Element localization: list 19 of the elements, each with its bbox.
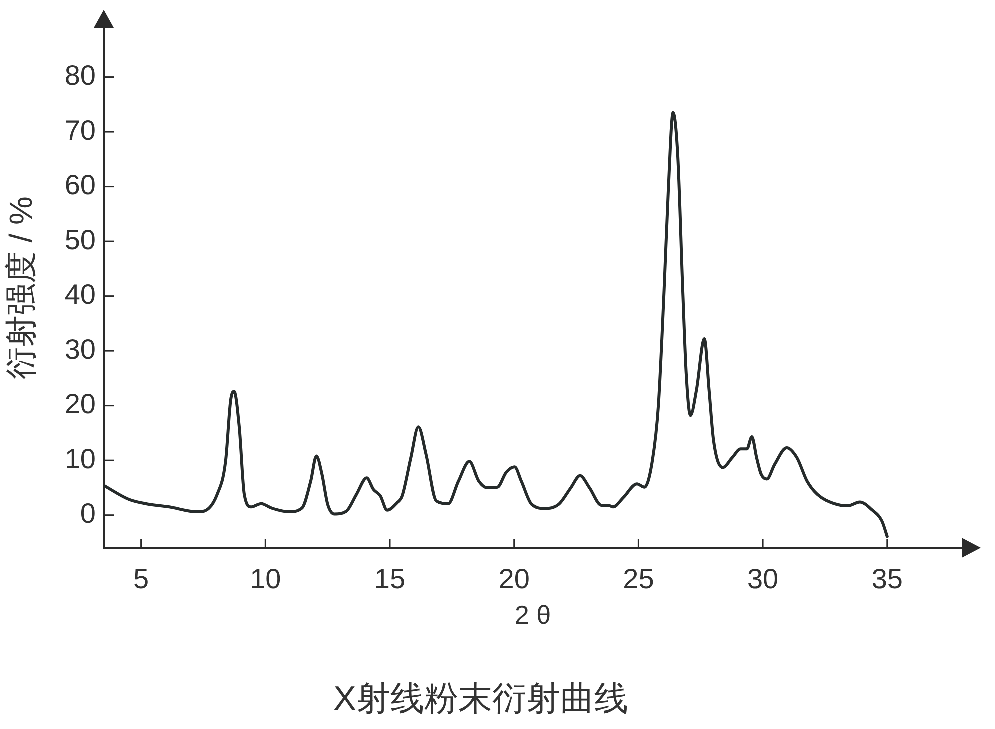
y-tick-label: 20 (64, 388, 96, 420)
x-tick-label: 10 (250, 564, 282, 595)
y-tick-label: 40 (64, 279, 96, 310)
x-tick-label: 5 (134, 564, 150, 595)
x-axis-title: 2 θ (514, 600, 552, 630)
text: X射线粉末衍射曲线 (334, 680, 628, 718)
x-tick-label: 15 (374, 564, 406, 595)
x-tick-label: 30 (747, 564, 779, 595)
x-tick-label: 25 (623, 564, 654, 595)
y-tick-label: 50 (64, 224, 96, 256)
x-tick-label: 35 (872, 564, 903, 595)
y-tick-label: 10 (64, 443, 96, 474)
y-axis-title: 衍射强度 / % (3, 196, 40, 380)
y-tick-label: 80 (64, 60, 96, 91)
y-tick-label: 30 (64, 334, 96, 365)
x-tick-label: 20 (498, 564, 530, 595)
y-tick-label: 60 (64, 170, 96, 201)
y-tick-label: 0 (80, 498, 96, 530)
y-tick-label: 70 (64, 114, 96, 146)
